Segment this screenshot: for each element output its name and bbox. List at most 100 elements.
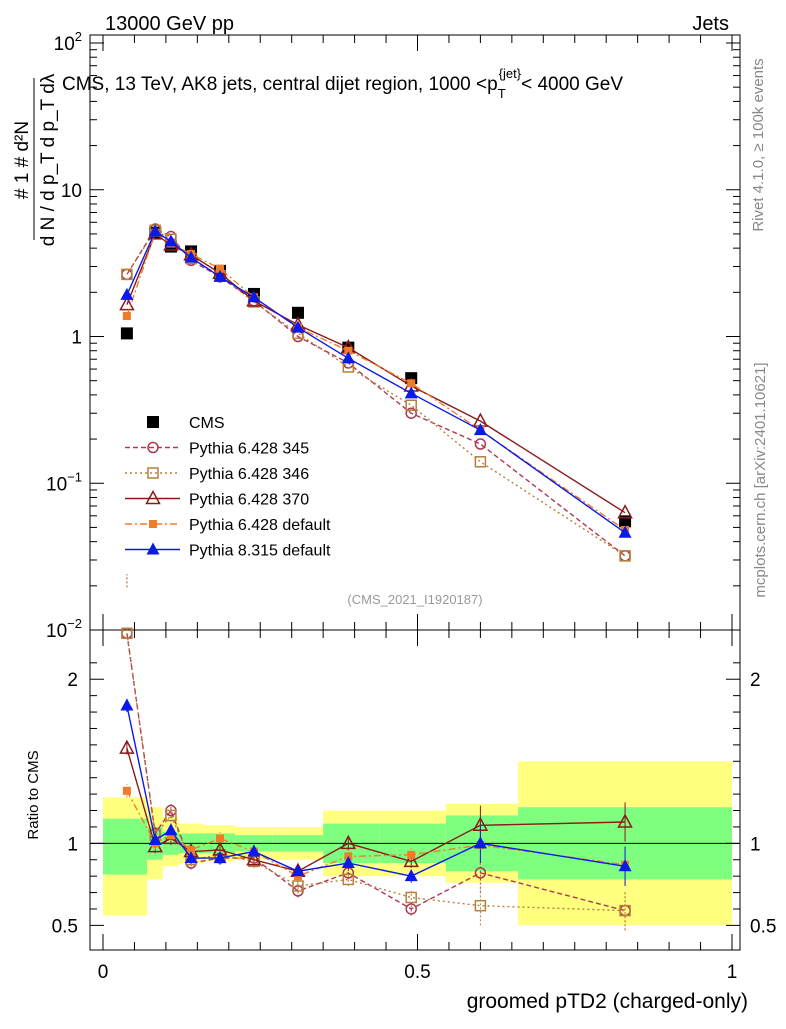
ratio-point-pythia-6-428-345-8 <box>405 903 417 915</box>
main-point-pythia-8-315-default-9 <box>473 423 487 436</box>
legend-marker-pythia-8-315-default <box>146 542 160 555</box>
main-point-cms-6 <box>291 306 304 319</box>
main-ytick-label-1: 10 <box>61 181 82 202</box>
ratio-point-pythia-6-428-346-8 <box>405 891 417 904</box>
legend-label-pythia-6-428-default: Pythia 6.428 default <box>189 517 331 534</box>
main-line-pythia-6-428-default <box>126 231 626 531</box>
ratio-point-pythia-6-428-370-7 <box>340 834 357 850</box>
main-point-pythia-8-315-default-10 <box>618 525 632 538</box>
legend-label-cms: CMS <box>189 415 225 432</box>
ratio-point-pythia-8-315-default-1 <box>148 833 162 846</box>
main-point-pythia-8-315-default-1 <box>148 224 162 237</box>
ratio-frame <box>89 629 741 951</box>
ratio-ytick-label-1: 1 <box>67 834 78 855</box>
ratio-point-pythia-6-428-346-10 <box>619 904 631 917</box>
main-point-pythia-8-315-default-8 <box>404 386 418 399</box>
header-right-label: Jets <box>692 13 729 35</box>
mcplots-label: mcplots.cern.ch [arXiv:2401.10621] <box>752 362 769 597</box>
ratio-point-pythia-6-428-346-0 <box>121 627 133 640</box>
main-ytick-label-2: 1 <box>71 328 82 349</box>
main-point-pythia-6-428-345-9 <box>474 438 487 450</box>
legend-marker-pythia-6-428-default <box>149 520 157 528</box>
legend-marker-pythia-6-428-370 <box>145 489 161 505</box>
title-sub: T <box>498 86 506 101</box>
main-point-pythia-8-315-default-5 <box>247 290 261 303</box>
ratio-point-pythia-6-428-default-0 <box>122 786 131 795</box>
legend-marker-pythia-6-428-346 <box>147 467 159 479</box>
x-tick-label-1: 0.5 <box>404 962 430 983</box>
title-tail: < 4000 GeV <box>521 74 623 95</box>
main-point-pythia-8-315-default-2 <box>164 234 178 247</box>
main-point-pythia-8-315-default-3 <box>184 250 198 263</box>
x-tick-label-2: 1 <box>727 962 738 983</box>
ratio-ytick-label-right-1: 1 <box>750 834 761 855</box>
ratio-point-pythia-8-315-default-10 <box>618 859 632 872</box>
ratio-point-pythia-6-428-370-9 <box>472 816 489 832</box>
main-point-pythia-8-315-default-0 <box>120 287 134 300</box>
ratio-point-pythia-6-428-default-8 <box>407 850 416 859</box>
main-point-pythia-6-428-default-7 <box>344 346 353 355</box>
main-point-cms-0 <box>120 327 133 340</box>
main-point-pythia-6-428-346-8 <box>405 399 417 412</box>
main-line-pythia-8-315-default <box>126 230 626 534</box>
title-part-main: CMS, 13 TeV, AK8 jets, central dijet reg… <box>62 74 498 95</box>
ratio-point-pythia-8-315-default-7 <box>341 856 355 869</box>
main-point-pythia-6-428-370-0 <box>119 296 135 311</box>
ratio-point-pythia-6-428-346-7 <box>342 873 355 886</box>
main-ytick-label-0: 102 <box>54 29 82 55</box>
main-frame <box>89 34 741 631</box>
main-ytick-label-3: 10−1 <box>46 469 82 495</box>
legend-label-pythia-6-428-345: Pythia 6.428 345 <box>189 441 309 458</box>
ratio-point-pythia-8-315-default-9 <box>473 836 487 849</box>
main-point-pythia-6-428-default-8 <box>407 379 416 388</box>
legend-marker-pythia-6-428-345 <box>147 441 159 454</box>
ratio-point-pythia-8-315-default-0 <box>120 698 134 711</box>
ratio-point-pythia-8-315-default-6 <box>291 864 305 877</box>
ratio-point-pythia-6-428-370-10 <box>617 813 633 828</box>
ratio-point-pythia-6-428-370-5 <box>246 851 262 866</box>
ratio-ytick-label-0: 0.5 <box>52 916 78 937</box>
ratio-point-pythia-6-428-345-9 <box>474 867 487 879</box>
legend-label-pythia-6-428-370: Pythia 6.428 370 <box>189 492 309 509</box>
ratio-point-pythia-6-428-default-3 <box>187 845 196 854</box>
main-point-pythia-6-428-default-0 <box>122 311 131 320</box>
title-sup: {jet} <box>499 66 522 81</box>
ratio-point-pythia-8-315-default-5 <box>247 844 261 857</box>
rivet-version-label: Rivet 4.1.0, ≥ 100k events <box>750 58 767 231</box>
main-point-pythia-8-315-default-4 <box>213 269 227 282</box>
ratio-point-pythia-8-315-default-8 <box>404 869 418 882</box>
ratio-point-pythia-6-428-370-0 <box>119 739 135 754</box>
main-point-pythia-6-428-346-9 <box>474 456 487 468</box>
main-point-pythia-8-315-default-7 <box>341 351 355 364</box>
main-point-pythia-6-428-370-10 <box>617 504 633 519</box>
analysis-watermark: (CMS_2021_I1920187) <box>347 592 482 607</box>
ratio-point-pythia-8-315-default-2 <box>164 823 178 836</box>
x-tick-label-0: 0 <box>98 962 109 983</box>
main-marks <box>119 223 633 562</box>
legend-label-pythia-6-428-346: Pythia 6.428 346 <box>189 466 309 483</box>
ratio-point-pythia-6-428-346-2 <box>165 809 177 822</box>
ratio-ytick-label-right-0: 0.5 <box>750 916 776 937</box>
ylabel-numerator: # 1 # d²N <box>12 121 33 199</box>
band-green-0 <box>103 818 148 875</box>
chart-title-text: CMS, 13 TeV, AK8 jets, central dijet reg… <box>62 66 623 101</box>
ylabel-denominator: d N / d p_T d p_T dλ <box>38 73 59 246</box>
x-axis-label: groomed pTD2 (charged-only) <box>467 990 748 1013</box>
ratio-ytick-label-2: 2 <box>67 670 78 691</box>
main-ytick-label-4: 10−2 <box>46 616 82 642</box>
ratio-point-pythia-6-428-346-6 <box>292 880 304 892</box>
chart-title: CMS, 13 TeV, AK8 jets, central dijet reg… <box>62 66 623 101</box>
ratio-panel: 0 0.5 1 0.5 0.5 1 1 2 2 <box>52 629 776 983</box>
main-point-pythia-8-315-default-6 <box>291 320 305 333</box>
main-point-pythia-6-428-default-4 <box>215 264 224 273</box>
legend: CMS Pythia 6.428 345 Pythia 6.428 346 Pythi… <box>125 415 331 560</box>
main-y-axis-label: # 1 # d²N d N / d p_T d p_T dλ <box>12 73 59 246</box>
ratio-point-pythia-6-428-370-8 <box>403 852 419 868</box>
ratio-y-axis-label: Ratio to CMS <box>25 750 42 839</box>
ratio-point-pythia-6-428-default-4 <box>215 834 224 843</box>
ratio-marks <box>119 574 633 931</box>
ratio-point-pythia-6-428-346-9 <box>474 899 487 912</box>
legend-marker-cms <box>147 416 159 428</box>
